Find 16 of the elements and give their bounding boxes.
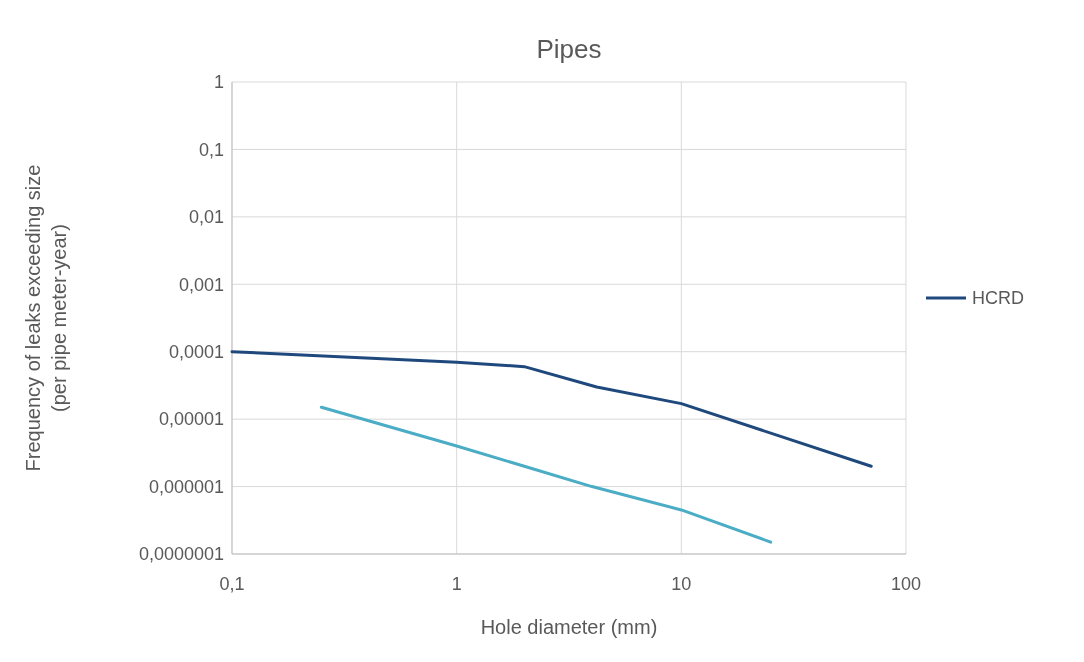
y-tick-label: 0,001 — [178, 274, 224, 295]
x-tick-label: 10 — [671, 574, 692, 594]
y-tick-label: 0,1 — [198, 139, 224, 160]
x-tick-label: 1 — [451, 574, 462, 594]
x-tick-label: 0,1 — [219, 574, 245, 594]
y-tick-label: 0,0001 — [168, 342, 224, 363]
x-tick-label: 100 — [890, 574, 922, 594]
y-axis-title: Frequency of leaks exceeding size (per pipe meter-year) — [22, 164, 70, 472]
y-tick-label: 0,01 — [188, 207, 224, 228]
y-tick-label: 0,000001 — [148, 476, 224, 497]
y-tick-label: 0,00001 — [158, 409, 224, 430]
y-tick-label: 0,0000001 — [138, 544, 224, 565]
legend-label: HCRD — [972, 288, 1024, 309]
x-axis-title: Hole diameter (mm) — [480, 616, 658, 638]
y-tick-label: 1 — [213, 72, 224, 93]
chart-title: Pipes — [536, 34, 602, 64]
